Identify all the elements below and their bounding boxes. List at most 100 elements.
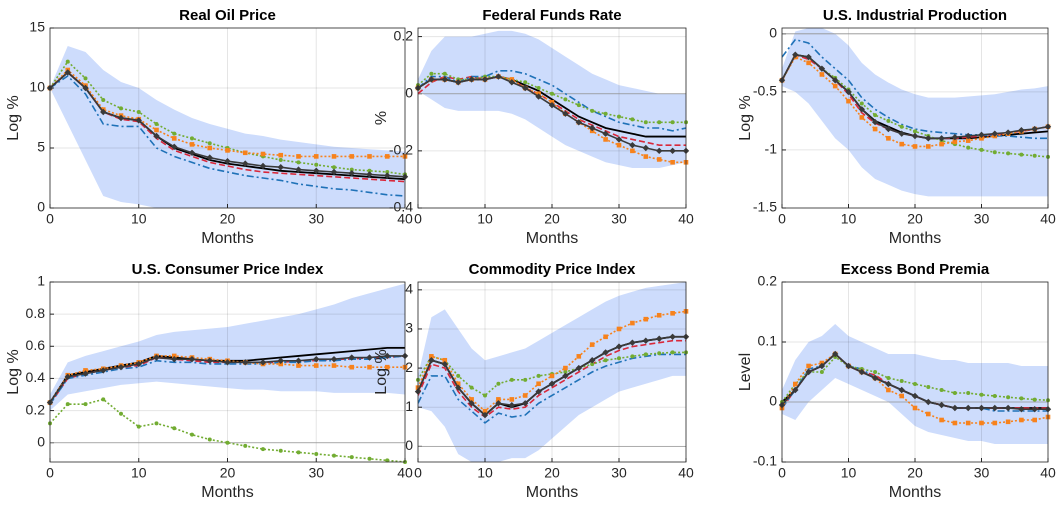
marker bbox=[64, 373, 71, 381]
marker bbox=[979, 420, 984, 426]
marker bbox=[207, 141, 212, 146]
marker bbox=[818, 65, 826, 72]
marker bbox=[313, 167, 320, 174]
marker bbox=[926, 385, 931, 389]
marker bbox=[313, 355, 320, 363]
marker bbox=[278, 152, 284, 158]
y-tick-label: -0.2 bbox=[389, 142, 413, 158]
marker bbox=[913, 129, 917, 134]
marker bbox=[367, 364, 372, 370]
marker bbox=[589, 124, 596, 132]
marker bbox=[926, 411, 931, 417]
marker bbox=[442, 71, 447, 76]
marker bbox=[1019, 417, 1024, 423]
marker bbox=[385, 170, 390, 174]
marker bbox=[522, 393, 528, 398]
marker bbox=[428, 76, 435, 83]
marker bbox=[523, 377, 528, 382]
axes-box bbox=[49, 281, 406, 463]
marker bbox=[670, 311, 675, 316]
confidence-band bbox=[50, 283, 405, 411]
axes-box bbox=[417, 281, 687, 463]
marker bbox=[806, 363, 811, 369]
marker bbox=[966, 391, 971, 395]
marker bbox=[575, 119, 582, 126]
marker bbox=[563, 97, 568, 102]
marker bbox=[171, 136, 177, 141]
x-tick-label: 30 bbox=[974, 465, 990, 481]
marker bbox=[630, 148, 635, 154]
marker bbox=[482, 408, 488, 414]
marker bbox=[643, 352, 648, 357]
marker bbox=[938, 401, 945, 409]
x-tick-label: 10 bbox=[841, 465, 857, 481]
marker bbox=[793, 381, 798, 387]
marker bbox=[296, 160, 301, 165]
x-tick-label: 0 bbox=[46, 465, 54, 481]
axes-box bbox=[417, 27, 687, 209]
x-tick-label: 20 bbox=[220, 211, 236, 227]
marker bbox=[912, 405, 918, 411]
marker bbox=[951, 404, 959, 412]
marker bbox=[384, 352, 391, 360]
y-axis-label: Log % bbox=[5, 95, 22, 140]
subplot: 0 10 20 30 40 -1.5 -1 -0.5 0 U.S. Industrial Prod… bbox=[737, 7, 1056, 247]
marker bbox=[1032, 417, 1037, 423]
marker bbox=[189, 142, 195, 147]
marker bbox=[629, 339, 636, 346]
marker bbox=[429, 71, 434, 76]
y-tick-label: 0.1 bbox=[758, 333, 778, 349]
marker bbox=[656, 157, 662, 162]
marker bbox=[590, 108, 595, 113]
marker bbox=[171, 353, 177, 359]
marker bbox=[991, 404, 998, 412]
marker bbox=[119, 411, 123, 416]
y-tick-label: 0.2 bbox=[758, 273, 778, 289]
marker bbox=[630, 117, 635, 122]
chart-title: U.S. Industrial Production bbox=[823, 7, 1007, 24]
axes-box bbox=[781, 27, 1049, 209]
marker bbox=[331, 363, 337, 368]
marker bbox=[483, 393, 487, 398]
x-tick-label: 40 bbox=[1040, 465, 1056, 481]
marker bbox=[899, 393, 904, 399]
x-tick-label: 10 bbox=[477, 211, 493, 227]
marker bbox=[349, 455, 354, 460]
y-axis-label: Log % bbox=[5, 349, 22, 394]
y-tick-label: -0.5 bbox=[753, 83, 777, 99]
marker bbox=[119, 106, 123, 111]
series-line bbox=[418, 339, 686, 418]
marker bbox=[1004, 404, 1012, 412]
marker bbox=[481, 76, 489, 83]
marker bbox=[657, 351, 662, 356]
marker bbox=[259, 162, 267, 170]
marker bbox=[154, 122, 159, 126]
marker bbox=[441, 360, 448, 368]
marker bbox=[951, 133, 959, 141]
marker bbox=[260, 151, 266, 157]
subplot: 0 10 20 30 40 0 5 10 15 Real Oil Price Months Log % bbox=[5, 7, 413, 247]
marker bbox=[589, 357, 596, 364]
marker bbox=[172, 426, 177, 431]
axes-box bbox=[49, 27, 406, 209]
y-tick-label: -1.5 bbox=[753, 199, 777, 215]
marker bbox=[978, 131, 985, 139]
marker bbox=[615, 343, 623, 350]
marker bbox=[589, 342, 595, 347]
marker bbox=[886, 376, 891, 380]
marker bbox=[536, 373, 541, 378]
marker bbox=[481, 411, 489, 419]
series-line bbox=[782, 355, 1048, 403]
marker bbox=[172, 131, 177, 136]
marker bbox=[1004, 129, 1012, 136]
marker bbox=[992, 394, 997, 398]
marker bbox=[535, 388, 542, 395]
marker bbox=[64, 69, 71, 76]
marker bbox=[1031, 406, 1038, 413]
y-tick-label: 0.4 bbox=[26, 369, 46, 385]
marker bbox=[832, 350, 839, 358]
y-tick-label: 0.2 bbox=[26, 401, 46, 417]
x-tick-label: 0 bbox=[778, 465, 786, 481]
